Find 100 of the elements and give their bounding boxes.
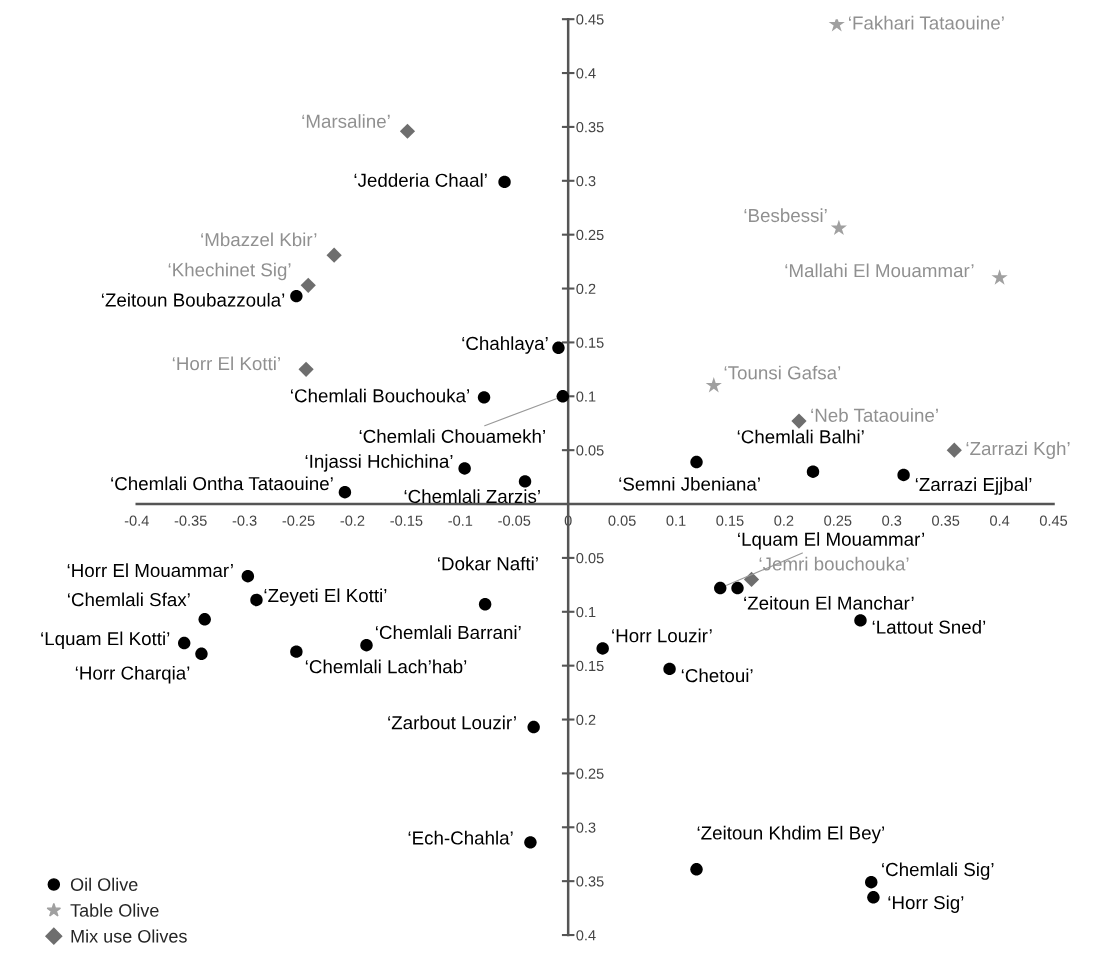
- y-tick-label: 0.1: [576, 391, 596, 402]
- annotation: ‘Tounsi Gafsa’: [724, 365, 841, 380]
- point: [478, 598, 492, 611]
- point: [338, 485, 352, 499]
- point: [731, 581, 744, 595]
- annotation: ‘Horr Charqia’: [75, 665, 190, 684]
- point: [178, 636, 191, 650]
- point: [705, 377, 722, 393]
- point: [524, 836, 537, 849]
- point: [946, 442, 962, 458]
- x-tick-label: 0.3: [882, 515, 902, 526]
- y-tick-label: 0.25: [576, 768, 604, 779]
- annotation: ‘Chahlaya’: [462, 336, 548, 354]
- x-tick-label: 0.25: [824, 515, 852, 526]
- y-tick-label: 0.45: [576, 14, 604, 25]
- annotation: ‘Neb Tataouine’: [811, 408, 938, 422]
- point: [854, 614, 867, 627]
- x-tick-label: 0.4: [990, 515, 1010, 526]
- point: [527, 720, 540, 734]
- point: [298, 361, 314, 377]
- annotation: ‘Chemlali Lach’hab’: [305, 659, 467, 674]
- x-tick-label: -0.05: [498, 515, 531, 526]
- annotation: ‘Zarrazi Kgh’: [966, 441, 1070, 459]
- point: [326, 247, 342, 263]
- x-tick-label: 0.45: [1039, 515, 1068, 526]
- point: [830, 219, 847, 236]
- point: [897, 468, 910, 482]
- point: [458, 462, 471, 475]
- x-tick-label: -0.2: [340, 515, 365, 526]
- x-tick-label: -0.4: [124, 515, 149, 526]
- point: [791, 413, 807, 429]
- x-tick-label: 0.1: [666, 515, 686, 526]
- annotation: ‘Zeitoun Boubazzoula’: [101, 292, 285, 307]
- point: [300, 277, 316, 293]
- point: [290, 645, 303, 658]
- annotation: ‘Zeyeti El Kotti’: [264, 588, 387, 606]
- annotation: ‘Lquam El Mouammar’: [738, 532, 925, 550]
- point: [806, 465, 820, 478]
- annotation: ‘Horr Louzir’: [612, 628, 712, 643]
- point: [556, 390, 569, 403]
- legend-label: Mix use Olives: [71, 929, 187, 943]
- annotation: ‘Lattout Sned’: [872, 620, 986, 634]
- annotation: ‘Chemlali Chouamekh’: [359, 429, 545, 443]
- y-tick-label: 0.4: [576, 930, 596, 941]
- annotation: ‘Chetoui’: [681, 668, 753, 683]
- x-tick-label: 0.05: [608, 515, 636, 526]
- point: [714, 581, 727, 595]
- annotation: ‘Injassi Hchichina’: [305, 454, 453, 472]
- annotation: ‘Mbazzel Kbir’: [201, 232, 317, 247]
- x-tick-label: -0.3: [232, 515, 257, 526]
- annotation: ‘Chemlali Bouchouka’: [291, 388, 469, 403]
- point: [865, 876, 878, 889]
- annotation: ‘Mallahi El Mouammar’: [785, 263, 974, 278]
- point: [290, 289, 303, 303]
- annotation: ‘Chemlali Sig’: [882, 862, 994, 880]
- point: [663, 662, 676, 676]
- annotation: ‘Chemlali Barrani’: [375, 625, 521, 640]
- legend-label: Oil Olive: [70, 877, 138, 891]
- annotation: ‘Lquam El Kotti’: [41, 631, 170, 649]
- annotation: ‘Chemlali Balhi’: [737, 429, 864, 444]
- point: [250, 593, 263, 607]
- legend-label: Table Olive: [70, 903, 159, 917]
- y-tick-label: 0.35: [576, 876, 604, 887]
- y-tick-label: 0.2: [576, 283, 596, 294]
- point: [241, 570, 255, 583]
- annotation: ‘Chemlali Sfax’: [67, 592, 190, 607]
- point: [198, 613, 211, 626]
- annotation: ‘Zeitoun El Manchar’: [744, 596, 914, 610]
- point: [360, 638, 373, 652]
- x-tick-label: -0.35: [174, 515, 207, 526]
- annotation: ‘Zeitoun Khdim El Bey’: [697, 825, 884, 844]
- x-tick-label: -0.1: [448, 515, 473, 526]
- annotation: ‘Horr El Kotti’: [172, 356, 280, 371]
- annotation: ‘Besbessi’: [744, 208, 827, 223]
- y-tick-label: 0.25: [576, 229, 604, 241]
- x-tick-label: 0.2: [774, 515, 794, 526]
- point: [867, 891, 880, 904]
- x-tick-label: 0.35: [932, 515, 960, 526]
- point: [991, 269, 1008, 285]
- annotation: ‘Zarbout Louzir’: [388, 715, 516, 730]
- y-tick-label: 0.1: [576, 606, 596, 618]
- x-tick-label: -0.15: [390, 515, 423, 526]
- annotation: ‘Dokar Nafti’: [438, 556, 538, 571]
- annotation: ‘Khechinet Sig’: [168, 262, 291, 281]
- y-tick-label: 0.2: [576, 714, 596, 725]
- y-tick-label: 0.3: [576, 175, 596, 187]
- y-tick-label: 0.05: [576, 553, 604, 564]
- annotation: ‘Horr El Mouammar’: [67, 563, 233, 578]
- annotation: ‘Horr Sig’: [888, 895, 964, 913]
- x-tick-label: -0.25: [282, 515, 315, 526]
- annotation: ‘Marsaline’: [302, 114, 390, 128]
- point: [552, 341, 565, 355]
- y-tick-label: 0.05: [576, 445, 604, 456]
- annotation: ‘Jedderia Chaal’: [354, 173, 487, 187]
- y-tick-label: 0.4: [576, 68, 596, 79]
- y-tick-label: 0.3: [576, 822, 596, 833]
- y-tick-label: 0.35: [576, 122, 604, 133]
- annotation: ‘Fakhari Tataouine’: [849, 15, 1004, 30]
- annotation: ‘Semni Jbeniana’: [619, 476, 760, 491]
- point: [690, 863, 703, 876]
